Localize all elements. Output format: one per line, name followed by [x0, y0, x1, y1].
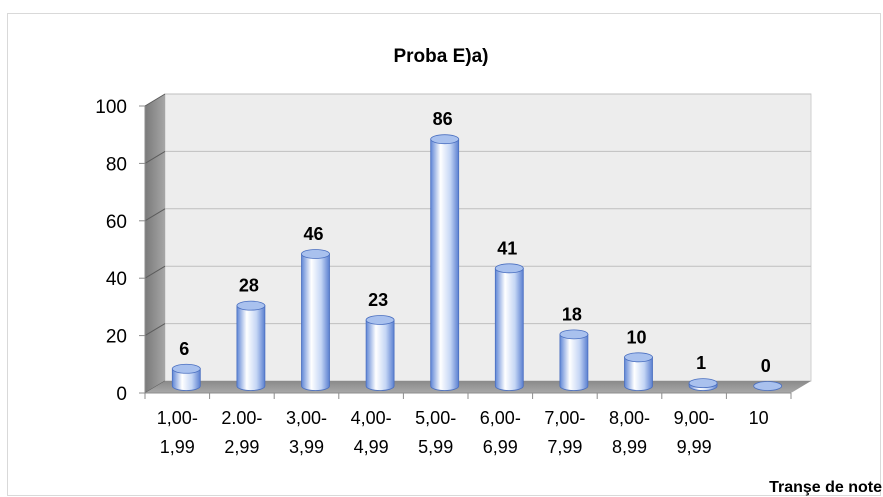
data-label: 6 [179, 339, 189, 359]
gridline-side [144, 265, 166, 279]
x-tick-label: 1,00- [157, 408, 198, 428]
x-tick-label: 1,99 [160, 437, 195, 457]
bar [430, 138, 460, 391]
bar [301, 253, 330, 391]
x-tick-label: 10 [749, 408, 769, 428]
data-label: 0 [761, 356, 771, 376]
bar [559, 333, 589, 391]
x-tick-label: 5,99 [418, 437, 453, 457]
bar-top [559, 329, 589, 340]
chart-frame: Proba E)a) 0 20 40 60 80 100 6 1,00- 1,99 28 2.00-… [7, 13, 882, 496]
chart-title: Proba E)a) [393, 46, 488, 67]
bar [494, 267, 524, 391]
y-tick-label: 20 [106, 327, 127, 348]
plot-area: 02040608010061,00-1,99282.00-2,99463,00-… [95, 93, 812, 457]
x-tick-label: 9,00- [674, 408, 715, 428]
gridline-side [144, 150, 166, 164]
x-tick-label: 3,99 [289, 437, 324, 457]
gridline-side [144, 93, 166, 107]
x-tick-label: 5,00- [415, 408, 456, 428]
x-tick-label: 9,99 [677, 437, 712, 457]
x-axis-label: Tranşe de note [769, 479, 882, 496]
data-label: 1 [696, 353, 706, 373]
y-tick-label: 100 [95, 97, 127, 118]
bar-top [688, 378, 718, 389]
bar-top [171, 363, 201, 374]
bar [365, 319, 395, 391]
bar-top [494, 263, 524, 274]
side-wall [145, 94, 165, 393]
data-label: 18 [562, 304, 582, 324]
data-label: 86 [433, 109, 453, 129]
bar-chart: Proba E)a) 02040608010061,00-1,99282.00-… [95, 46, 882, 496]
data-label: 28 [239, 276, 259, 296]
bar-top [301, 249, 330, 259]
y-tick-label: 40 [106, 269, 127, 290]
bar-top [753, 381, 783, 391]
bar-top [236, 300, 266, 311]
bar-top [365, 315, 395, 325]
x-tick-label: 2.00- [221, 408, 262, 428]
data-label: 10 [626, 327, 646, 347]
x-tick-label: 8,00- [609, 408, 650, 428]
x-tick-label: 4,00- [351, 408, 392, 428]
x-tick-label: 7,99 [547, 437, 582, 457]
x-tick-label: 7,00- [544, 408, 585, 428]
gridline-side [144, 208, 166, 222]
x-tick-label: 8,99 [612, 437, 647, 457]
bar [624, 356, 653, 391]
bar [171, 368, 201, 391]
bar [236, 305, 266, 391]
y-tick-label: 60 [106, 212, 127, 233]
data-label: 41 [497, 238, 517, 258]
y-tick-label: 80 [106, 154, 127, 175]
x-tick-label: 6,99 [483, 437, 518, 457]
bar-top [430, 134, 460, 145]
data-label: 46 [303, 224, 323, 244]
gridline-side [144, 323, 166, 337]
y-tick-label: 0 [116, 384, 127, 405]
bar-top [624, 352, 653, 363]
x-tick-label: 3,00- [286, 408, 327, 428]
x-tick-label: 2,99 [224, 437, 259, 457]
data-label: 23 [368, 290, 388, 310]
x-tick-label: 4,99 [354, 437, 389, 457]
x-tick-label: 6,00- [480, 408, 521, 428]
